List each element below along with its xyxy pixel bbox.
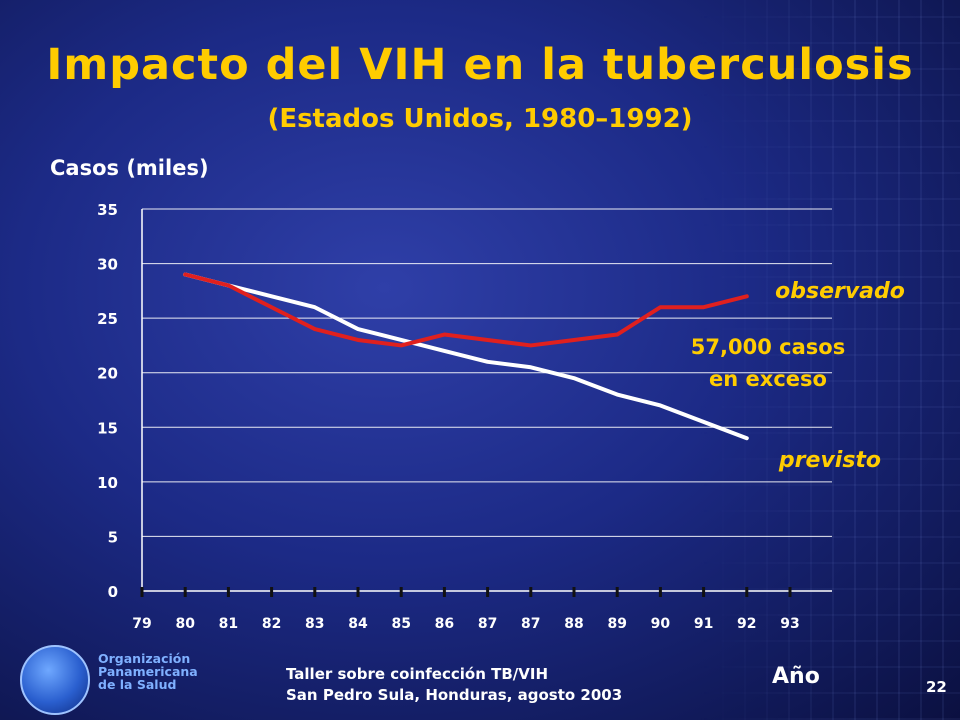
x-tick-label: 81 xyxy=(219,616,238,632)
x-tick-label: 87 xyxy=(478,616,497,632)
y-tick-label: 35 xyxy=(97,201,118,219)
x-tick-label: 87 xyxy=(521,616,540,632)
y-tick-label: 30 xyxy=(97,256,118,274)
organization-name: Organización Panamericana de la Salud xyxy=(98,652,198,691)
series-line-previsto xyxy=(183,272,749,441)
slide-subtitle: (Estados Unidos, 1980–1992) xyxy=(267,104,693,134)
workshop-footer: Taller sobre coinfección TB/VIH San Pedr… xyxy=(286,664,622,706)
slide-number: 22 xyxy=(926,678,947,696)
x-tick-label: 93 xyxy=(780,616,799,632)
chart-annotation: previsto xyxy=(778,448,881,473)
x-tick-label: 80 xyxy=(175,616,195,632)
x-tick-label: 90 xyxy=(651,616,671,632)
y-tick-label: 15 xyxy=(97,419,118,437)
org-line-2: Panamericana xyxy=(98,664,198,679)
x-tick-label: 89 xyxy=(607,616,626,632)
chart-annotation: observado xyxy=(775,279,905,304)
x-tick-label: 83 xyxy=(305,616,324,632)
x-axis-title: Año xyxy=(772,664,820,689)
series-line-observado xyxy=(183,272,749,348)
background-circuit-pattern xyxy=(700,0,960,720)
y-tick-label: 20 xyxy=(97,365,118,383)
y-tick-label: 0 xyxy=(108,583,118,601)
x-tick-label: 88 xyxy=(564,616,583,632)
footer-line-1: Taller sobre coinfección TB/VIH xyxy=(286,665,548,683)
x-tick-label: 92 xyxy=(737,616,756,632)
y-axis-title: Casos (miles) xyxy=(50,156,209,180)
y-tick-label: 10 xyxy=(97,474,118,492)
chart-annotation: 57,000 casos xyxy=(691,335,845,359)
org-line-3: de la Salud xyxy=(98,677,177,692)
x-tick-label: 85 xyxy=(391,616,410,632)
chart-annotation: en exceso xyxy=(709,367,827,391)
x-tick-label: 91 xyxy=(694,616,713,632)
slide-title: Impacto del VIH en la tuberculosis xyxy=(46,40,914,90)
x-tick-label: 79 xyxy=(132,616,151,632)
x-tick-label: 82 xyxy=(262,616,281,632)
y-tick-label: 5 xyxy=(108,528,118,546)
org-line-1: Organización xyxy=(98,651,191,666)
x-tick-label: 86 xyxy=(435,616,454,632)
y-tick-label: 25 xyxy=(97,310,118,328)
x-tick-label: 84 xyxy=(348,616,368,632)
footer-line-2: San Pedro Sula, Honduras, agosto 2003 xyxy=(286,686,623,704)
globe-logo-icon xyxy=(20,645,90,715)
